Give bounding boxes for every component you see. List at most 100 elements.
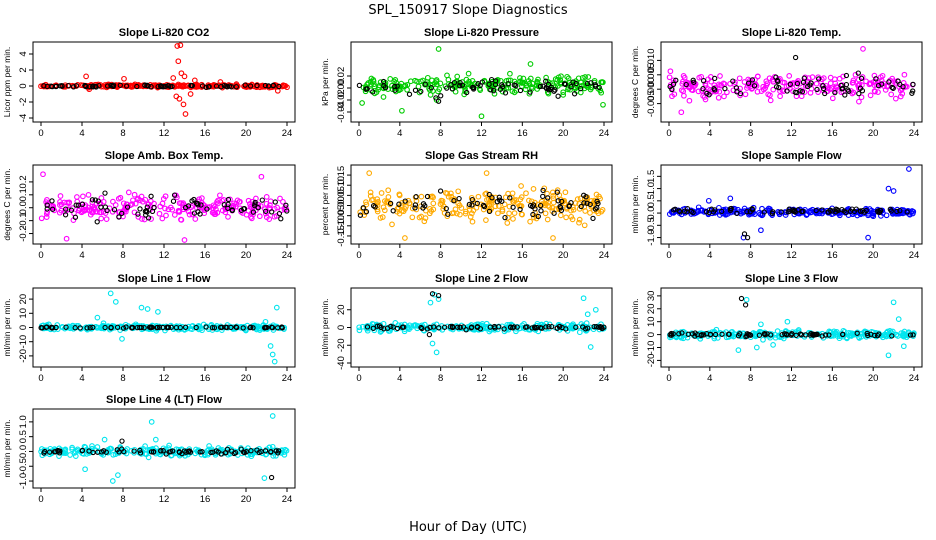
x-tick-label: 24 xyxy=(282,128,293,139)
data-point xyxy=(887,328,893,334)
data-point xyxy=(600,79,606,86)
overlay-point xyxy=(820,83,826,89)
data-point-outlier xyxy=(686,97,693,104)
overlay-point-outlier xyxy=(792,54,799,61)
overlay-point xyxy=(708,206,715,212)
overlay-point xyxy=(163,451,169,457)
overlay-point xyxy=(762,332,768,338)
x-tick-label: 4 xyxy=(79,250,84,261)
data-point-outlier xyxy=(885,352,892,359)
overlay-point xyxy=(581,200,587,206)
overlay-point xyxy=(103,449,109,455)
data-point xyxy=(89,443,95,449)
data-point xyxy=(392,77,399,83)
overlay-point xyxy=(160,448,166,454)
data-point xyxy=(724,208,731,215)
data-point xyxy=(92,206,98,212)
data-point xyxy=(436,86,443,92)
overlay-point xyxy=(507,324,514,331)
x-tick-label: 24 xyxy=(909,373,920,384)
overlay-point xyxy=(800,79,807,85)
overlay-point xyxy=(578,203,584,210)
overlay-point xyxy=(460,324,467,330)
y-tick-label: 0 xyxy=(336,325,347,330)
data-point xyxy=(112,202,119,208)
overlay-point xyxy=(46,449,53,455)
overlay-point xyxy=(262,82,269,89)
overlay-point xyxy=(900,84,906,90)
data-point xyxy=(598,89,605,96)
data-point xyxy=(432,79,438,86)
overlay-point xyxy=(531,324,538,330)
data-point xyxy=(103,216,110,222)
overlay-point xyxy=(545,81,552,88)
overlay-point xyxy=(517,87,524,94)
overlay-point xyxy=(68,207,75,213)
overlay-point-outlier xyxy=(435,98,442,104)
data-point xyxy=(576,329,583,336)
overlay-point xyxy=(454,324,461,330)
data-point xyxy=(491,90,498,97)
overlay-point xyxy=(238,446,244,452)
overlay-point xyxy=(745,331,752,338)
overlay-point xyxy=(449,86,456,92)
y-tick-label: 0.05 xyxy=(336,186,347,205)
data-point xyxy=(475,193,482,200)
overlay-point xyxy=(799,89,806,95)
overlay-point xyxy=(768,332,774,338)
y-tick-label: 0.005 xyxy=(646,63,657,87)
overlay-point xyxy=(252,201,258,207)
data-point xyxy=(883,212,890,219)
data-point-outlier xyxy=(900,343,907,350)
data-point xyxy=(163,212,169,219)
overlay-point xyxy=(203,324,209,330)
overlay-point xyxy=(584,200,590,206)
overlay-point xyxy=(422,81,428,87)
overlay-point xyxy=(910,81,916,88)
data-point-outlier xyxy=(170,75,177,81)
data-point xyxy=(176,200,183,206)
data-point-outlier xyxy=(94,444,101,450)
data-point xyxy=(430,194,436,201)
panel-points xyxy=(38,42,290,117)
data-point xyxy=(162,205,168,212)
data-point-outlier xyxy=(273,304,280,311)
overlay-point xyxy=(401,324,407,330)
y-tick-label: -0.10 xyxy=(336,215,347,237)
overlay-point xyxy=(87,325,93,331)
overlay-point xyxy=(745,80,752,86)
data-point xyxy=(667,68,674,75)
data-point xyxy=(470,207,477,214)
data-point-outlier xyxy=(175,58,182,65)
x-tick-label: 4 xyxy=(397,250,402,261)
overlay-point xyxy=(819,207,825,213)
data-point xyxy=(809,74,816,80)
data-point xyxy=(849,331,856,338)
data-point xyxy=(698,73,705,80)
x-tick-label: 12 xyxy=(476,373,487,384)
data-point xyxy=(715,94,722,101)
data-point xyxy=(38,215,45,222)
data-point xyxy=(777,93,783,100)
data-point-outlier xyxy=(580,295,587,302)
y-tick-label: 0.0 xyxy=(18,445,29,458)
overlay-point xyxy=(151,449,157,455)
x-tick-label: 8 xyxy=(120,128,125,139)
overlay-point xyxy=(601,324,607,330)
data-point xyxy=(831,330,838,337)
overlay-point xyxy=(859,207,866,214)
data-point xyxy=(892,95,899,102)
data-point xyxy=(266,216,273,222)
data-point-outlier xyxy=(145,454,152,461)
overlay-point xyxy=(82,82,88,89)
data-point-outlier xyxy=(890,299,897,306)
overlay-point xyxy=(889,84,895,91)
data-point xyxy=(813,80,820,87)
overlay-point xyxy=(539,325,545,331)
data-point xyxy=(681,92,687,99)
data-point xyxy=(807,89,814,96)
data-point-outlier xyxy=(176,95,183,102)
data-point-outlier xyxy=(181,73,188,80)
data-point xyxy=(120,200,127,207)
data-point xyxy=(356,327,363,334)
